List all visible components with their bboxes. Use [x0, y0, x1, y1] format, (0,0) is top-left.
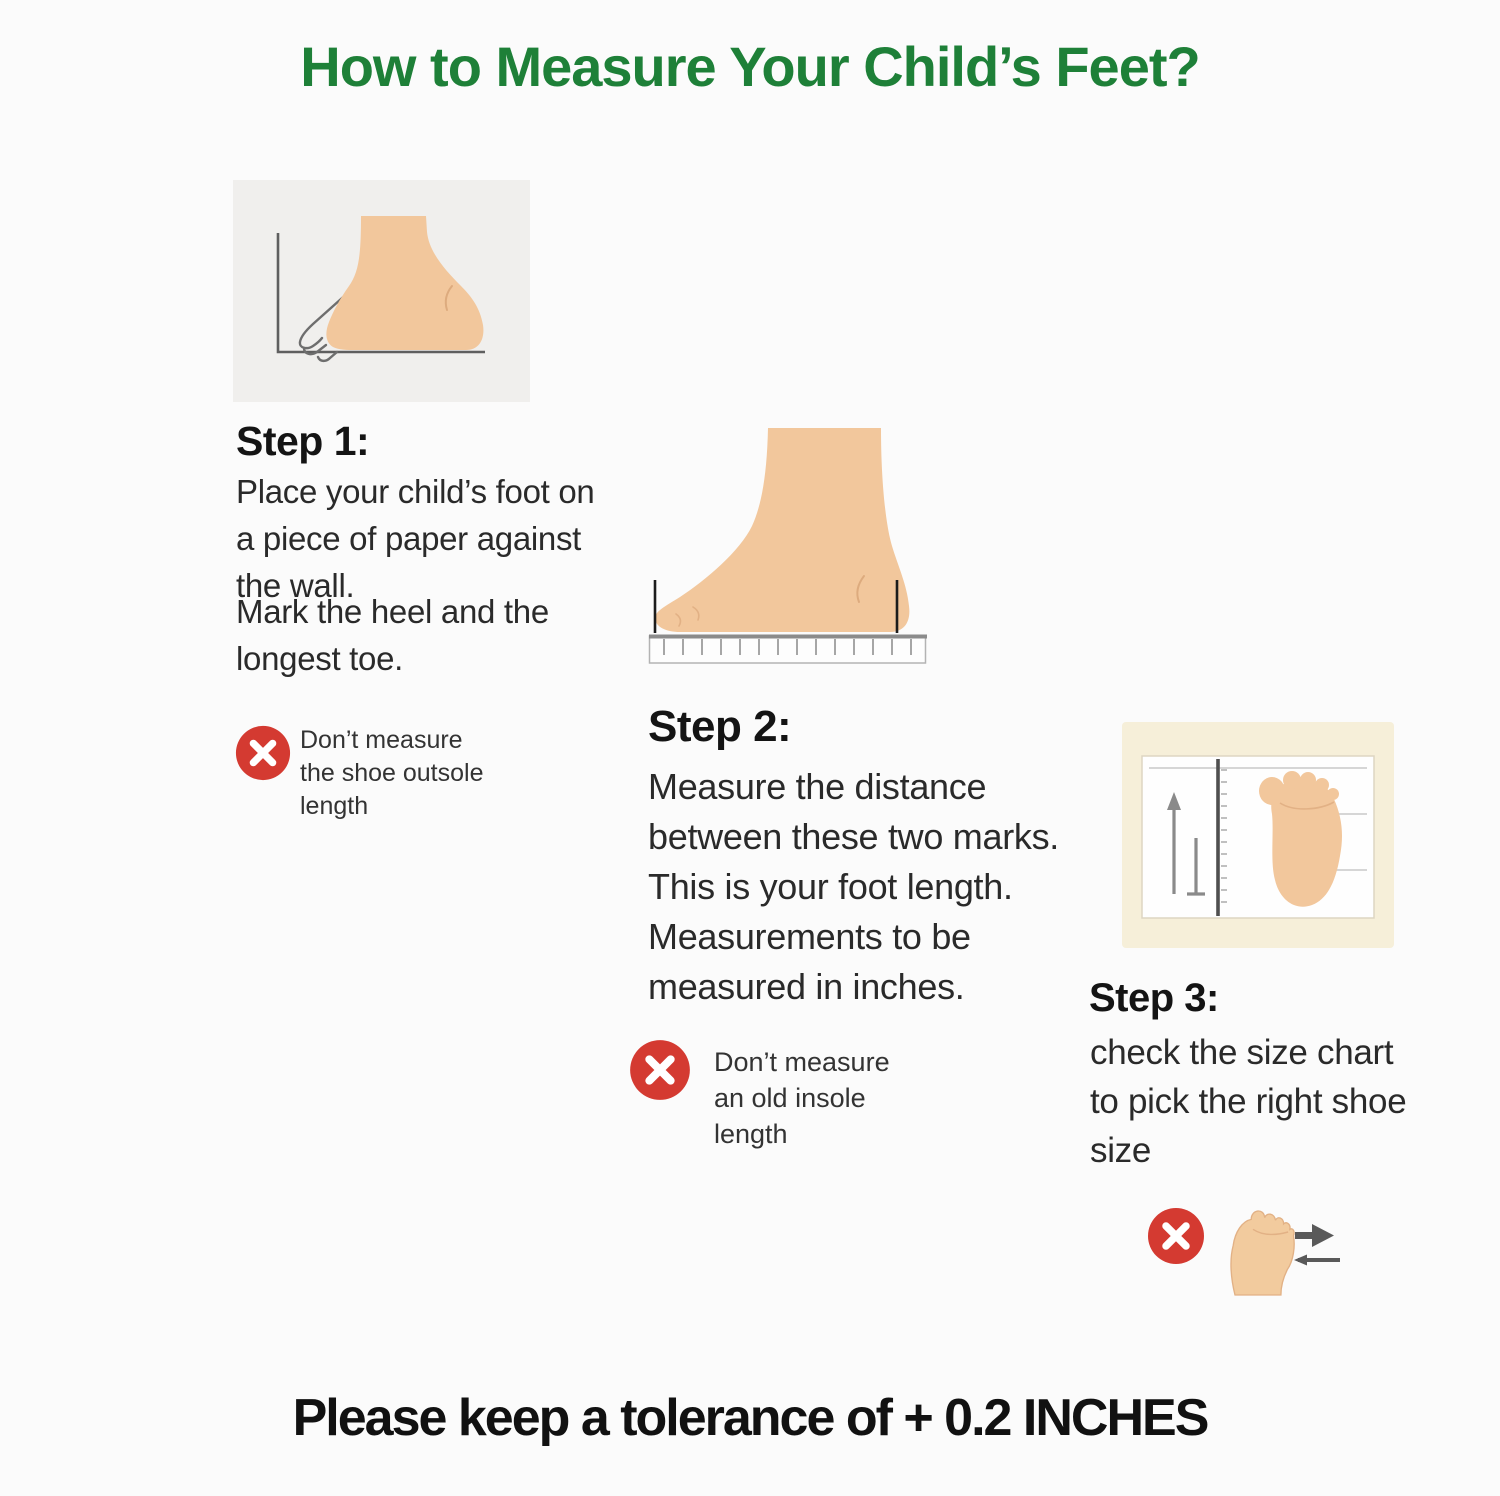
toe-crease: [1279, 801, 1335, 810]
step1-illustration: [233, 180, 530, 402]
foot-against-wall-icon: [233, 180, 530, 402]
step1-instruction-1: Place your child’s foot on a piece of pa…: [236, 473, 595, 604]
step1-warning-text: Don’t measure the shoe outsole length: [300, 726, 484, 820]
step3-illustration: [1122, 722, 1394, 948]
ruler-ticks: [663, 639, 912, 655]
step1-heading: Step 1:: [236, 418, 370, 464]
foot-side-shape: [326, 216, 484, 350]
foot-toes-icon: [1230, 1210, 1295, 1296]
step2-warning: Don’t measure an old insole length: [628, 1036, 928, 1166]
ruler: [648, 635, 927, 664]
x-circle-icon: [235, 725, 291, 781]
ankle-crease: [856, 575, 865, 603]
length-arrows: [1167, 792, 1205, 896]
step3-warning: [1146, 1198, 1366, 1308]
toe-creases: [675, 606, 700, 627]
step3-instruction: check the size chart to pick the right s…: [1090, 1033, 1407, 1170]
footprint: [1259, 771, 1342, 907]
no-extra-length-arrow-icon: [1294, 1224, 1340, 1266]
step3-heading: Step 3:: [1089, 976, 1219, 1020]
ruler-ticks: [1221, 769, 1227, 903]
ankle-crease: [444, 285, 453, 311]
wall-floor-lines: [276, 233, 485, 354]
foot-on-ruler-icon: [648, 428, 927, 664]
step1-warning: Don’t measure the shoe outsole length: [234, 718, 494, 838]
step2-instruction: Measure the distance between these two m…: [648, 766, 1060, 1007]
tolerance-note: Please keep a tolerance of + 0.2 INCHES: [292, 1389, 1210, 1447]
measure-marks: [653, 580, 899, 633]
x-circle-icon: [630, 1040, 690, 1100]
step2-illustration: [648, 428, 928, 665]
step2-warning-text: Don’t measure an old insole length: [714, 1047, 890, 1149]
step1-instruction-2: Mark the heel and the longest toe.: [236, 593, 549, 677]
x-circle-icon: [1148, 1208, 1204, 1264]
foot-side-shape: [654, 428, 910, 632]
size-chart-measure-icon: [1122, 722, 1394, 948]
step2-heading: Step 2:: [648, 702, 792, 751]
page-title: How to Measure Your Child’s Feet?: [300, 35, 1200, 98]
